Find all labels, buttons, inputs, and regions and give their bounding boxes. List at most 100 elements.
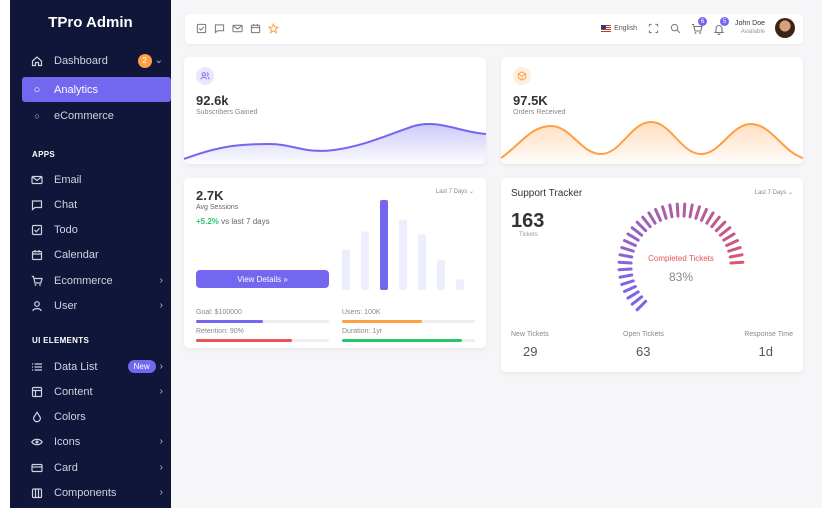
sidebar-item-dashboard[interactable]: Dashboard 2 ⌄ (22, 48, 171, 73)
chat-shortcut-icon[interactable] (213, 22, 225, 34)
response-time-label: Response Time (744, 331, 793, 338)
open-tickets-label: Open Tickets (623, 331, 664, 338)
email-shortcut-icon[interactable] (231, 22, 243, 34)
duration-progress-fill (342, 339, 462, 342)
sidebar-item-label: Colors (54, 410, 86, 423)
sessions-value: 2.7K (196, 188, 224, 203)
sidebar-item-label: Ecommerce (54, 274, 113, 287)
support-period-dropdown[interactable]: Last 7 Days ⌄ (754, 190, 793, 196)
subscribers-card: 92.6k Subscribers Gained (184, 57, 486, 164)
cart-icon[interactable]: 6 (691, 17, 708, 34)
sidebar-item-label: Email (54, 173, 82, 186)
chevron-right-icon: › (159, 487, 163, 498)
avatar[interactable] (775, 18, 795, 38)
brand-logo[interactable]: TPro Admin (48, 14, 133, 31)
layout-icon (30, 385, 44, 399)
orders-label: Orders Received (513, 109, 566, 116)
sidebar-item-content[interactable]: Content › (22, 379, 171, 404)
section-title-ui-elements: UI ELEMENTS (32, 336, 90, 345)
sidebar-item-label: Icons (54, 435, 81, 448)
retention-metric: Retention: 90% (196, 328, 329, 342)
sidebar: TPro Admin Dashboard 2 ⌄ ○ Analytics ○ e… (10, 0, 171, 508)
archive-icon (30, 486, 44, 500)
gauge-tick (617, 267, 633, 272)
package-icon (513, 67, 531, 85)
gauge-tick (688, 203, 694, 219)
sidebar-item-card[interactable]: Card › (22, 455, 171, 480)
circle-icon: ○ (34, 110, 40, 121)
gauge-tick (622, 239, 637, 247)
duration-metric: Duration: 1yr (342, 328, 475, 342)
quick-links (195, 22, 279, 34)
sidebar-item-components[interactable]: Components › (22, 480, 171, 505)
session-bar (418, 234, 426, 290)
sidebar-item-chat[interactable]: Chat (22, 192, 171, 217)
view-details-button[interactable]: View Details » (196, 270, 329, 288)
gauge-tick (618, 253, 634, 259)
sessions-period-dropdown[interactable]: Last 7 Days ⌄ (435, 189, 474, 195)
sidebar-item-ecommerce-dashboard[interactable]: ○ eCommerce (22, 103, 171, 128)
check-square-icon (30, 223, 44, 237)
sidebar-item-label: eCommerce (54, 109, 114, 122)
todo-shortcut-icon[interactable] (195, 22, 207, 34)
sessions-change: +5.2% vs last 7 days (196, 217, 270, 226)
retention-progress-bar (196, 339, 329, 342)
users-progress-fill (342, 320, 422, 323)
period-label: Last 7 Days (435, 189, 468, 195)
gauge-tick (668, 203, 674, 219)
sidebar-item-icons[interactable]: Icons › (22, 429, 171, 454)
search-icon[interactable] (669, 22, 681, 34)
gauge-tick (694, 205, 701, 220)
sidebar-item-ecommerce[interactable]: Ecommerce › (22, 268, 171, 293)
sessions-label: Avg Sessions (196, 204, 239, 211)
circle-icon: ○ (33, 83, 41, 96)
retention-label: Retention: 90% (196, 328, 244, 335)
sidebar-item-calendar[interactable]: Calendar (22, 242, 171, 267)
calendar-shortcut-icon[interactable] (249, 22, 261, 34)
sidebar-item-data-list[interactable]: Data List New › (22, 354, 171, 379)
completed-tickets-percent: 83% (668, 270, 694, 284)
gauge-tick (718, 226, 732, 237)
topbar-actions: English 6 5 John Doe Available (601, 17, 795, 38)
completed-tickets-gauge (617, 202, 745, 312)
sidebar-item-label: Chat (54, 198, 78, 211)
goal-progress-fill (196, 320, 263, 323)
goal-label: Goal: $100000 (196, 309, 242, 316)
sidebar-item-analytics[interactable]: ○ Analytics (22, 77, 171, 102)
user-name: John Doe (735, 20, 765, 27)
completed-tickets-label: Completed Tickets (648, 254, 714, 263)
subscribers-label: Subscribers Gained (196, 109, 258, 116)
orders-trend-chart (501, 120, 803, 164)
sidebar-item-colors[interactable]: Colors (22, 404, 171, 429)
users-icon (196, 67, 214, 85)
new-badge: New (127, 360, 156, 373)
goal-metric: Goal: $100000 (196, 309, 329, 323)
language-selector[interactable]: English (601, 24, 637, 32)
gauge-tick (630, 226, 644, 237)
gauge-tick (630, 295, 644, 306)
gauge-tick (722, 232, 736, 242)
subscribers-trend-chart (184, 122, 486, 164)
support-tracker-card: Support Tracker Last 7 Days ⌄ 163 Ticket… (501, 178, 803, 372)
fullscreen-icon[interactable] (647, 22, 659, 34)
response-time-value: 1d (758, 344, 773, 359)
star-icon[interactable] (267, 22, 279, 34)
session-bar (456, 279, 464, 290)
chevron-right-icon: › (159, 462, 163, 473)
droplet-icon (30, 410, 44, 424)
gauge-tick (654, 207, 662, 222)
orders-card: 97.5K Orders Received (501, 57, 803, 164)
sidebar-item-todo[interactable]: Todo (22, 217, 171, 242)
users-progress-bar (342, 320, 475, 323)
credit-card-icon (30, 461, 44, 475)
user-info[interactable]: John Doe Available (735, 19, 765, 37)
user-icon (30, 299, 44, 313)
gauge-tick (661, 205, 668, 220)
sidebar-item-email[interactable]: Email (22, 167, 171, 192)
bell-icon[interactable]: 5 (713, 17, 730, 36)
chevron-right-icon: › (159, 436, 163, 447)
gauge-tick (620, 246, 635, 253)
sidebar-item-user[interactable]: User › (22, 293, 171, 318)
tickets-value: 163 (511, 210, 545, 232)
orders-value: 97.5K (513, 93, 548, 108)
